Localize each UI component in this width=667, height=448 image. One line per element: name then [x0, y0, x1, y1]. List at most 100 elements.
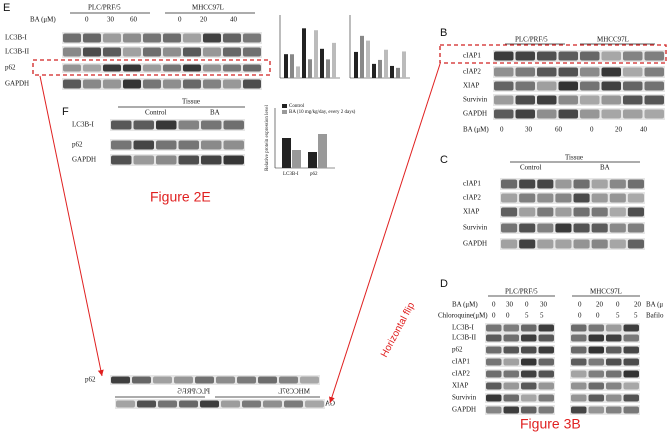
band: [116, 400, 135, 408]
panel-letter: F: [62, 106, 69, 118]
band: [486, 358, 502, 366]
blot-strip: [570, 381, 640, 391]
label: GAPDH: [452, 406, 476, 414]
band: [609, 207, 626, 217]
band: [558, 95, 578, 105]
band: [515, 51, 535, 61]
band: [609, 239, 626, 249]
label: 30: [107, 16, 115, 24]
band: [538, 358, 554, 366]
band: [644, 67, 664, 77]
label: GAPDH: [5, 80, 29, 88]
label: PLC/PRF/5: [505, 288, 538, 296]
band: [537, 239, 554, 249]
blot-strip: [500, 178, 645, 190]
band: [243, 33, 261, 43]
band: [503, 394, 519, 402]
bar: [290, 54, 294, 78]
band: [515, 109, 535, 119]
label: cIAP1: [452, 358, 470, 366]
blot-strip: [570, 393, 640, 403]
band: [537, 67, 557, 77]
label: cIAP2: [463, 68, 481, 76]
band: [203, 64, 221, 72]
label: 0: [590, 126, 594, 134]
band: [111, 155, 132, 165]
band: [573, 193, 590, 203]
band: [555, 239, 572, 249]
label: cIAP1: [463, 180, 481, 188]
band: [501, 179, 518, 189]
label: 60: [555, 126, 563, 134]
band: [203, 47, 221, 57]
band: [63, 47, 81, 57]
band: [623, 346, 639, 354]
band: [609, 193, 626, 203]
label: Control: [289, 104, 305, 109]
band: [284, 400, 303, 408]
band: [501, 207, 518, 217]
band: [178, 155, 199, 165]
band: [503, 346, 519, 354]
band: [623, 370, 639, 378]
band: [153, 376, 172, 384]
band: [644, 51, 664, 61]
band: [203, 33, 221, 43]
label: 5: [540, 312, 544, 320]
band: [501, 239, 518, 249]
panel-letter: D: [440, 278, 448, 290]
label: 0: [492, 301, 496, 309]
band: [601, 95, 621, 105]
blot-strip: [500, 206, 645, 218]
band: [243, 79, 261, 89]
band: [571, 382, 587, 390]
band: [133, 140, 154, 150]
band: [83, 47, 101, 57]
blot-strip: [500, 222, 645, 234]
band: [623, 67, 643, 77]
band: [588, 382, 604, 390]
label: 5: [634, 312, 638, 320]
band: [183, 64, 201, 72]
band: [103, 47, 121, 57]
label: BA (μM): [452, 301, 478, 309]
band: [83, 79, 101, 89]
band: [83, 33, 101, 43]
band: [163, 33, 181, 43]
band: [627, 179, 644, 189]
band: [537, 193, 554, 203]
band: [555, 223, 572, 233]
band: [503, 406, 519, 414]
band: [601, 81, 621, 91]
band: [623, 406, 639, 414]
band: [221, 400, 240, 408]
band: [571, 346, 587, 354]
bar: [292, 150, 301, 168]
band: [201, 140, 222, 150]
arrow: [328, 63, 441, 404]
blot-strip: [500, 238, 645, 250]
band: [179, 400, 198, 408]
label: 20: [615, 126, 623, 134]
band: [494, 81, 514, 91]
band: [242, 400, 261, 408]
band: [591, 193, 608, 203]
label: LC3B-I: [5, 34, 27, 42]
band: [609, 223, 626, 233]
band: [486, 370, 502, 378]
band: [201, 120, 222, 130]
band: [501, 193, 518, 203]
label: Chloroquine(μM): [438, 312, 488, 320]
band: [627, 207, 644, 217]
band: [644, 109, 664, 119]
band: [494, 109, 514, 119]
label: GAPDH: [463, 110, 487, 118]
band: [158, 400, 177, 408]
legend-swatch: [282, 110, 287, 114]
blot-strip: [485, 381, 555, 391]
band: [223, 155, 244, 165]
mirrored-label: PLC/PRF/5: [177, 388, 210, 396]
band: [555, 207, 572, 217]
band: [573, 239, 590, 249]
